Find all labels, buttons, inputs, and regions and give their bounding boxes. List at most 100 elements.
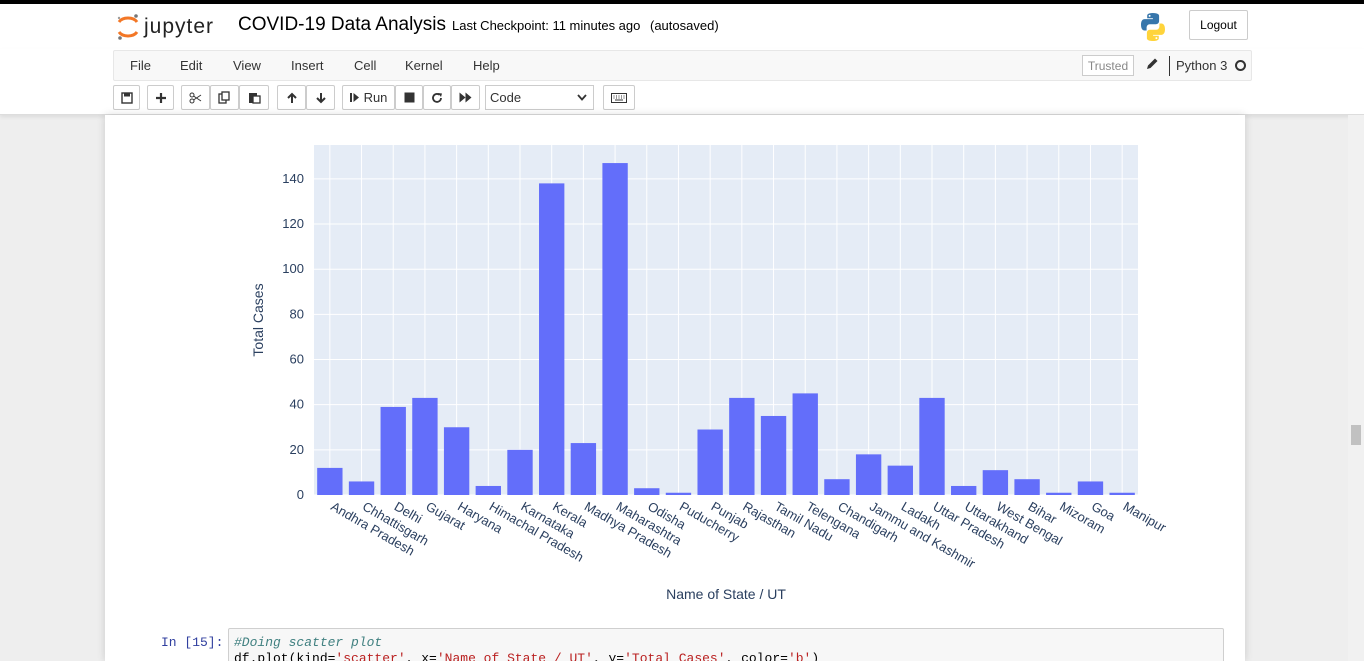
x-axis-label: Name of State / UT	[666, 586, 786, 602]
command-palette-button[interactable]	[603, 85, 635, 110]
code-token: , x=	[405, 651, 437, 661]
page-scrollbar[interactable]	[1348, 115, 1364, 661]
bar[interactable]	[539, 183, 565, 496]
restart-run-all-button[interactable]	[451, 85, 480, 110]
top-border	[0, 0, 1364, 4]
code-token: )	[811, 651, 820, 661]
copy-button[interactable]	[210, 85, 239, 110]
code-string: 'Total Cases'	[624, 651, 726, 661]
jupyter-logo-icon	[117, 14, 139, 40]
y-axis-label: Total Cases	[250, 283, 266, 356]
bar[interactable]	[634, 488, 660, 495]
bar[interactable]	[348, 481, 375, 495]
run-label: Run	[363, 90, 388, 105]
bar[interactable]	[665, 492, 692, 495]
paste-button[interactable]	[239, 85, 269, 110]
code-token: , y=	[592, 651, 625, 661]
bar[interactable]	[982, 470, 1009, 495]
menu-kernel[interactable]: Kernel	[405, 58, 443, 73]
cut-button[interactable]	[181, 85, 210, 110]
stop-icon	[404, 92, 414, 103]
cell-type-value: Code	[490, 90, 522, 105]
bar[interactable]	[1046, 492, 1072, 495]
code-string: 'Name of State / UT'	[436, 651, 593, 661]
menubar-container: File Edit View Insert Cell Kernel Help T…	[0, 49, 1364, 115]
code-string: 'scatter'	[335, 651, 406, 661]
restart-button[interactable]	[423, 85, 451, 110]
bar[interactable]	[380, 406, 406, 495]
header: jupyter COVID-19 Data Analysis Last Chec…	[0, 4, 1364, 49]
scrollbar-thumb[interactable]	[1351, 425, 1361, 445]
bar[interactable]	[570, 443, 597, 495]
bar[interactable]	[443, 427, 470, 495]
code-string: 'b'	[787, 651, 812, 661]
trusted-badge[interactable]: Trusted	[1082, 55, 1134, 76]
chevron-down-icon	[577, 94, 587, 101]
bar[interactable]	[1109, 492, 1135, 495]
bar[interactable]	[792, 393, 818, 495]
x-tick-label: Manipur	[1121, 499, 1170, 536]
bar[interactable]	[951, 485, 977, 495]
pencil-icon[interactable]	[1145, 57, 1159, 71]
menubar: File Edit View Insert Cell Kernel Help T…	[113, 50, 1252, 81]
notebook-title[interactable]: COVID-19 Data Analysis	[238, 14, 447, 35]
restart-icon	[432, 92, 442, 103]
insert-cell-button[interactable]	[147, 85, 174, 110]
bar[interactable]	[887, 465, 913, 495]
bar[interactable]	[1077, 481, 1104, 495]
run-icon	[349, 93, 359, 102]
cell-prompt: In [15]:	[161, 635, 224, 650]
y-tick-label: 60	[290, 352, 304, 367]
menu-view[interactable]: View	[233, 58, 261, 73]
fast-forward-icon	[459, 92, 472, 103]
code-token: , color=	[725, 651, 788, 661]
cut-icon	[189, 92, 202, 103]
bar[interactable]	[855, 454, 882, 495]
menu-edit[interactable]: Edit	[180, 58, 203, 73]
y-tick-label: 0	[297, 487, 304, 502]
logo-text: jupyter	[144, 15, 215, 38]
python-logo-icon	[1141, 13, 1165, 41]
bar[interactable]	[1014, 479, 1040, 495]
menu-help[interactable]: Help	[473, 58, 500, 73]
arrow-up-icon	[286, 92, 297, 103]
save-button[interactable]	[113, 85, 140, 110]
logout-button[interactable]: Logout	[1189, 10, 1248, 40]
cell-type-select[interactable]: Code	[485, 85, 594, 110]
code-cell-editor[interactable]: #Doing scatter plot df.plot(kind='scatte…	[228, 628, 1224, 661]
arrow-down-icon	[315, 92, 326, 103]
bar[interactable]	[697, 429, 723, 495]
code-comment: #Doing scatter plot	[234, 635, 383, 650]
paste-icon	[248, 93, 261, 104]
kernel-idle-icon	[1235, 60, 1246, 71]
bar[interactable]	[412, 397, 438, 495]
save-icon	[120, 91, 133, 104]
bar[interactable]	[760, 415, 787, 495]
bar[interactable]	[475, 485, 501, 495]
bar[interactable]	[824, 479, 850, 495]
jupyter-logo[interactable]: jupyter	[116, 12, 214, 42]
keyboard-icon	[611, 92, 627, 103]
code-token: df.plot(kind=	[234, 651, 336, 661]
menu-insert[interactable]: Insert	[291, 58, 324, 73]
checkpoint-status: Last Checkpoint: 11 minutes ago	[452, 18, 641, 33]
y-tick-label: 100	[282, 261, 304, 276]
bar[interactable]	[507, 449, 533, 495]
y-tick-label: 40	[290, 397, 304, 412]
move-up-button[interactable]	[277, 85, 306, 110]
y-tick-label: 80	[290, 306, 304, 321]
menu-cell[interactable]: Cell	[354, 58, 377, 73]
menu-file[interactable]: File	[130, 58, 151, 73]
kernel-name[interactable]: Python 3	[1176, 58, 1228, 73]
copy-icon	[218, 91, 230, 104]
move-down-button[interactable]	[306, 85, 335, 110]
autosave-status: (autosaved)	[650, 18, 719, 33]
notebook-container: 0 20 40 60 80 100 120 140 Andhra Pradesh Chhatti…	[105, 115, 1245, 661]
bar[interactable]	[729, 397, 755, 495]
run-button[interactable]: Run	[342, 85, 395, 110]
bar[interactable]	[919, 397, 945, 495]
interrupt-button[interactable]	[395, 85, 423, 110]
bar[interactable]	[317, 467, 343, 495]
bar[interactable]	[602, 163, 628, 495]
